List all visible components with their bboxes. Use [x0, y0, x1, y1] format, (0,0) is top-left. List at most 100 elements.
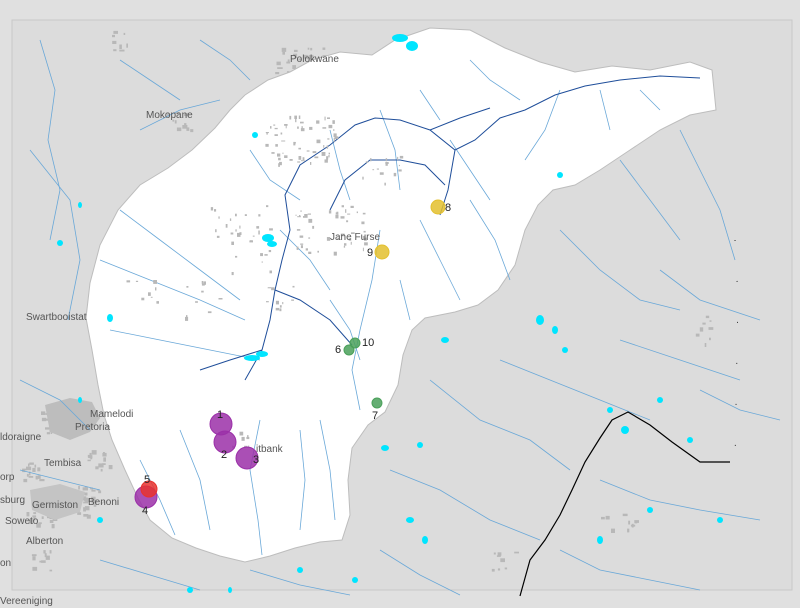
site-label-8: 8 [445, 202, 451, 214]
site-label-5: 5 [144, 474, 150, 486]
urban-patch [235, 255, 238, 258]
water-body [57, 240, 63, 246]
river-segment [429, 379, 571, 471]
urban-patch [39, 479, 45, 482]
urban-patch [155, 287, 157, 291]
water-body [381, 445, 389, 451]
water-body [621, 426, 629, 434]
urban-patch [185, 316, 189, 321]
river-segment [449, 139, 491, 201]
urban-patch [326, 156, 329, 160]
urban-patch [322, 47, 326, 50]
urban-patch [241, 436, 245, 441]
urban-patch [175, 112, 180, 115]
urban-patch [350, 205, 354, 208]
urban-patch [244, 214, 247, 216]
urban-patch [307, 213, 311, 215]
urban-patch [282, 302, 284, 305]
urban-patch [323, 145, 325, 148]
urban-patch [300, 160, 305, 162]
urban-patch [95, 466, 99, 470]
site-marker-5[interactable] [140, 480, 158, 498]
urban-patch [316, 120, 320, 124]
urban-patch [45, 555, 50, 560]
urban-patch [306, 57, 312, 60]
urban-patch [216, 235, 220, 238]
urban-patch [269, 228, 273, 231]
urban-patch [321, 152, 326, 156]
urban-patch [334, 136, 339, 140]
site-marker-7[interactable] [371, 397, 383, 409]
urban-patch [304, 214, 308, 218]
urban-patch [308, 218, 313, 223]
river-segment [389, 469, 541, 541]
urban-patch [328, 124, 333, 129]
urban-patch [601, 516, 605, 520]
urban-patch [90, 487, 94, 490]
urban-patch [83, 514, 89, 517]
urban-patch [362, 176, 364, 180]
water-body [187, 587, 193, 593]
urban-patch [23, 478, 28, 483]
river-segment [119, 59, 181, 101]
town-label: Germiston [32, 500, 78, 511]
urban-patch [249, 240, 253, 242]
urban-patch [41, 417, 47, 422]
urban-patch [252, 235, 255, 237]
urban-patch [361, 221, 365, 225]
urban-patch [310, 162, 312, 165]
urban-patch [150, 296, 153, 298]
urban-patch [260, 253, 263, 257]
urban-patch [324, 116, 326, 121]
site-marker-2[interactable] [213, 430, 237, 454]
main-rivers [199, 75, 701, 381]
urban-patch [100, 468, 103, 472]
urban-patch [300, 128, 305, 132]
urban-patch [289, 115, 292, 120]
site-marker-9[interactable] [374, 244, 390, 260]
site-label-7: 7 [372, 410, 378, 422]
river-segment [559, 229, 681, 311]
urban-patch [22, 468, 27, 471]
urban-patch [303, 54, 308, 59]
urban-patch [333, 133, 337, 138]
urban-patch [705, 315, 710, 319]
water-body [78, 202, 82, 208]
water-body [417, 442, 423, 448]
urban-patch [333, 129, 335, 131]
urban-patch [207, 311, 212, 314]
site-marker-3[interactable] [235, 446, 259, 470]
urban-patch [167, 113, 169, 117]
urban-patch [281, 47, 287, 52]
site-label-1: 1 [217, 409, 223, 421]
urban-patch [182, 125, 188, 129]
river-segment [469, 199, 511, 281]
urban-patch [496, 555, 501, 557]
water-body [262, 234, 274, 242]
urban-patch [296, 246, 299, 250]
urban-patch [229, 218, 232, 221]
urban-patch [298, 58, 302, 61]
site-marker-6[interactable] [343, 344, 355, 356]
urban-patch [77, 512, 82, 515]
urban-patch [82, 487, 88, 491]
urban-patch [328, 152, 330, 155]
river-segment [249, 569, 351, 596]
sites[interactable]: 1 2 3 4 5 6 7 8 9 10 [134, 199, 451, 517]
urban-patch [41, 411, 46, 415]
town-label: Polokwane [290, 54, 339, 65]
urban-patch [271, 287, 275, 291]
town-label: Tembisa [44, 458, 82, 469]
urban-patch [112, 34, 115, 38]
site-marker-8[interactable] [430, 199, 446, 215]
river-segment [249, 149, 301, 201]
urban-patch [296, 229, 301, 231]
urban-patch [89, 452, 92, 456]
site-marker-10[interactable] [349, 337, 361, 349]
urban-patch [102, 463, 106, 465]
urban-patch [265, 143, 269, 147]
urban-patch [399, 155, 404, 159]
river-segment [99, 559, 201, 591]
